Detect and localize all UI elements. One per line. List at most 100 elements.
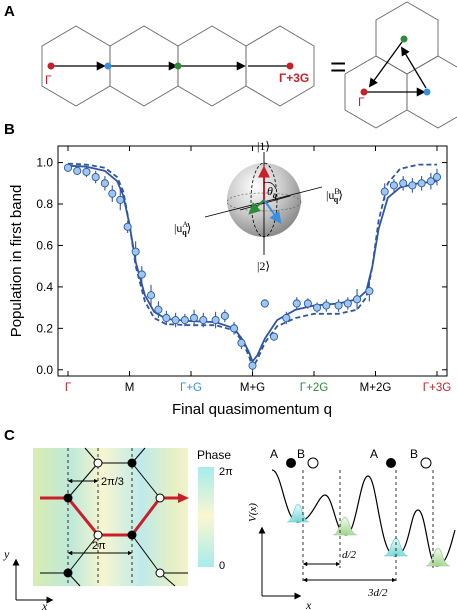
gamma-dot (47, 62, 55, 70)
wavepacket (425, 547, 451, 567)
x-tick-label: Γ+3G (423, 382, 451, 394)
triangle-arrows (366, 41, 427, 97)
ket1-label: |1⟩ (257, 139, 270, 153)
data-point (91, 173, 100, 182)
data-point (334, 301, 343, 310)
dim-2pi-label: 2π (92, 540, 106, 552)
panel-c: C (3, 427, 456, 610)
uB-ket: |u (326, 188, 334, 202)
hex-triangle (344, 1, 457, 129)
wavepacket (286, 503, 310, 523)
dashed-guides (67, 448, 133, 586)
data-point (260, 299, 269, 308)
dim-2pi3-label: 2π/3 (101, 476, 124, 488)
gamma-label: Γ (45, 73, 52, 87)
site-b (155, 493, 165, 503)
x-axis: Γ M Γ+G M+G Γ+2G M+2G Γ+3G (65, 146, 451, 394)
potential-b-label: B (410, 447, 418, 461)
y-tick-label: 0.0 (36, 363, 53, 377)
data-point (220, 311, 229, 320)
y-tick-label: 0.6 (36, 238, 53, 252)
x-axis-label: Final quasimomentum q (172, 401, 332, 418)
data-point (292, 299, 301, 308)
data-point (380, 187, 389, 196)
x-tick-label: M (125, 382, 135, 394)
x-tick-label: Γ+G (180, 382, 202, 394)
data-point (63, 163, 73, 172)
data-point (229, 324, 239, 333)
data-point (108, 189, 117, 198)
data-point (237, 338, 246, 347)
ket2-label: |2⟩ (257, 259, 270, 273)
hex-cell (406, 55, 457, 129)
v-axis-label: V(x) (247, 503, 259, 522)
red-path-arrowhead (178, 493, 189, 503)
data-point (180, 316, 189, 325)
potential-guides (302, 470, 434, 582)
data-point (408, 181, 417, 190)
site-b (93, 530, 103, 540)
data-point (146, 291, 156, 300)
lattice-sites (63, 458, 165, 578)
x-axis-label-text: Final quasimomentum q (172, 401, 332, 418)
data-point (417, 179, 426, 188)
data-point (73, 166, 82, 175)
data-points (63, 163, 442, 372)
data-point (82, 167, 91, 176)
y-axis-label: Population in first band (8, 185, 25, 338)
data-point (162, 313, 171, 323)
data-point (282, 313, 291, 323)
gamma-label-right: Γ (358, 95, 365, 109)
gamma-dot (360, 88, 368, 96)
y-tick-label: 0.4 (36, 280, 53, 294)
data-point (248, 361, 257, 370)
uA-ket: |u (174, 221, 182, 235)
theta-symbol: θ (267, 184, 273, 198)
data-point (199, 316, 208, 325)
panel-b-label: B (4, 121, 15, 138)
x-tick-label: M+2G (360, 382, 392, 394)
data-point (100, 179, 109, 188)
curves (67, 162, 438, 369)
potential-b-label: B (297, 447, 305, 461)
site-a (63, 568, 73, 578)
data-point (352, 295, 362, 304)
panel-a: A Γ Γ+3G = (4, 1, 457, 129)
x-axis-symbol: x (41, 599, 48, 610)
green-dot (174, 62, 182, 70)
y-axis-symbol: y (3, 547, 10, 561)
data-point (131, 247, 140, 256)
potential-curve (271, 469, 456, 567)
theory-curve-dashed (67, 162, 437, 369)
panel-a-label: A (4, 3, 15, 20)
panel-c-label: C (4, 427, 15, 444)
data-point (116, 195, 125, 204)
d2-label: d/2 (342, 549, 357, 561)
3d2-label: 3d/2 (367, 587, 388, 599)
hex-chain (41, 25, 315, 107)
site-a-legend (286, 458, 296, 468)
data-point (171, 316, 180, 325)
x-tick-label: Γ (65, 382, 72, 394)
uB-axis (204, 186, 323, 218)
uA-label: |uA q⟩ (174, 220, 191, 237)
phase-colorbar (198, 467, 214, 567)
potential-a-label: A (370, 447, 378, 461)
data-point (432, 173, 442, 182)
gamma3g-label: Γ+3G (279, 71, 309, 85)
data-point (211, 316, 220, 325)
hex-cell (245, 25, 315, 107)
gamma3g-dot (286, 62, 294, 70)
site-a (63, 493, 73, 503)
theta-arc (263, 181, 277, 190)
data-point (137, 270, 146, 279)
blue-vector (263, 199, 282, 224)
data-point (365, 286, 374, 296)
y-axis: 0.0 0.2 0.4 0.6 0.8 1.0 (36, 156, 447, 377)
theta-label: θq (267, 184, 277, 200)
y-tick-label: 1.0 (36, 156, 53, 170)
phase-min-label: 0 (219, 560, 225, 572)
data-point (399, 179, 408, 188)
panel-b: B 0.0 0.2 0.4 0.6 0.8 1.0 Γ M Γ+G M+G Γ+2G M+2G Γ+3… (4, 121, 451, 418)
